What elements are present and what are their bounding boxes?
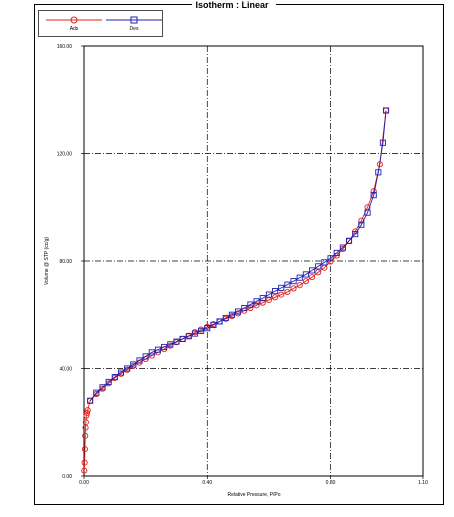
data-point-des xyxy=(124,365,131,372)
title-background xyxy=(192,0,276,10)
data-point-ads xyxy=(284,288,291,295)
data-point-ads xyxy=(309,274,316,281)
data-point-des xyxy=(105,378,112,385)
data-point-des xyxy=(302,271,309,278)
data-point-ads xyxy=(315,269,322,276)
data-point-des xyxy=(130,361,137,368)
legend-box xyxy=(38,10,163,37)
data-point-ads xyxy=(84,407,91,414)
x-tick-label: 0.80 xyxy=(326,480,336,486)
y-tick-label: 160.00 xyxy=(57,44,73,50)
data-point-des xyxy=(148,349,155,356)
series-line-ads xyxy=(83,110,387,471)
data-point-des xyxy=(111,374,118,381)
data-point-des xyxy=(161,343,168,351)
data-point-des xyxy=(241,304,248,312)
x-tick-label: 0.40 xyxy=(202,480,212,486)
data-point-des xyxy=(296,274,303,281)
data-point-ads xyxy=(82,432,89,439)
data-series xyxy=(81,107,390,474)
data-point-ads xyxy=(259,299,266,306)
data-point-des xyxy=(235,308,242,315)
data-point-ads xyxy=(253,302,260,309)
data-point-des xyxy=(179,335,186,342)
y-tick-label: 40.00 xyxy=(59,367,72,373)
legend-des-marker xyxy=(130,16,138,24)
legend-ads-marker xyxy=(70,16,78,24)
data-point-des xyxy=(315,263,322,270)
data-point-des xyxy=(247,301,254,308)
data-point-des xyxy=(142,353,149,360)
data-point-ads xyxy=(82,419,89,426)
data-point-des xyxy=(204,325,211,332)
x-axis-label: Relative Pressure, P/Po xyxy=(227,492,280,498)
data-point-des xyxy=(278,284,285,291)
chart-title: Isotherm : Linear xyxy=(195,0,269,10)
data-point-des xyxy=(173,338,180,345)
data-point-des xyxy=(136,357,143,364)
data-point-des xyxy=(216,318,223,325)
data-point-ads xyxy=(81,467,88,474)
data-point-ads xyxy=(278,291,285,298)
y-tick-label: 120.00 xyxy=(57,152,73,158)
data-point-des xyxy=(364,209,371,216)
data-point-des xyxy=(191,330,198,337)
data-point-des xyxy=(93,389,100,396)
series-ads xyxy=(81,107,390,474)
data-point-ads xyxy=(81,446,88,453)
data-point-ads xyxy=(290,285,297,292)
data-point-ads xyxy=(296,282,303,289)
data-point-ads xyxy=(358,217,365,224)
data-point-des xyxy=(228,311,235,318)
data-point-des xyxy=(265,291,272,298)
data-point-des xyxy=(290,278,297,285)
data-point-des xyxy=(382,107,390,114)
data-point-des xyxy=(259,295,266,302)
data-point-ads xyxy=(81,459,88,466)
legend-des-label: Des xyxy=(130,26,139,32)
data-point-des xyxy=(333,249,340,256)
data-point-des xyxy=(167,341,174,348)
figure-border xyxy=(34,4,444,505)
data-point-des xyxy=(321,259,328,266)
y-axis-label: Volume @ STP (cc/g) xyxy=(44,237,50,285)
x-tick-label: 0.00 xyxy=(79,480,89,486)
data-point-des xyxy=(327,255,334,262)
data-point-des xyxy=(352,231,359,238)
data-point-des xyxy=(309,267,316,274)
data-point-des xyxy=(222,314,229,322)
legend-ads-label: Ads xyxy=(70,26,79,32)
data-point-des xyxy=(185,333,192,340)
data-point-des xyxy=(284,281,291,288)
data-point-des xyxy=(99,384,106,391)
data-point-ads xyxy=(302,278,309,285)
data-point-ads xyxy=(327,258,334,265)
data-point-des xyxy=(154,346,162,353)
data-point-des xyxy=(370,192,377,199)
legend: Ads Des xyxy=(38,10,163,37)
data-point-des xyxy=(358,221,365,228)
data-point-des xyxy=(210,321,217,329)
data-point-des xyxy=(339,244,346,251)
data-point-des xyxy=(87,397,94,404)
data-point-ads xyxy=(148,352,155,359)
data-point-des xyxy=(117,369,125,376)
data-point-des xyxy=(253,298,260,305)
data-point-ads xyxy=(272,294,279,301)
data-point-ads xyxy=(84,409,91,416)
data-point-des xyxy=(345,237,353,244)
series-des xyxy=(87,107,390,404)
x-tick-label: 1.10 xyxy=(418,480,428,486)
grid-lines xyxy=(84,46,423,476)
data-point-des xyxy=(198,327,205,334)
y-tick-label: 0.00 xyxy=(62,474,72,480)
data-point-des xyxy=(375,169,382,176)
axis-ticks: 0.00 0.40 0.80 1.10 0.00 40.00 80.00 120.00 160.… xyxy=(57,44,428,486)
data-point-ads xyxy=(247,304,254,312)
y-tick-label: 80.00 xyxy=(59,259,72,265)
series-line-des xyxy=(89,110,387,402)
data-point-des xyxy=(379,139,386,146)
data-point-des xyxy=(272,288,279,295)
